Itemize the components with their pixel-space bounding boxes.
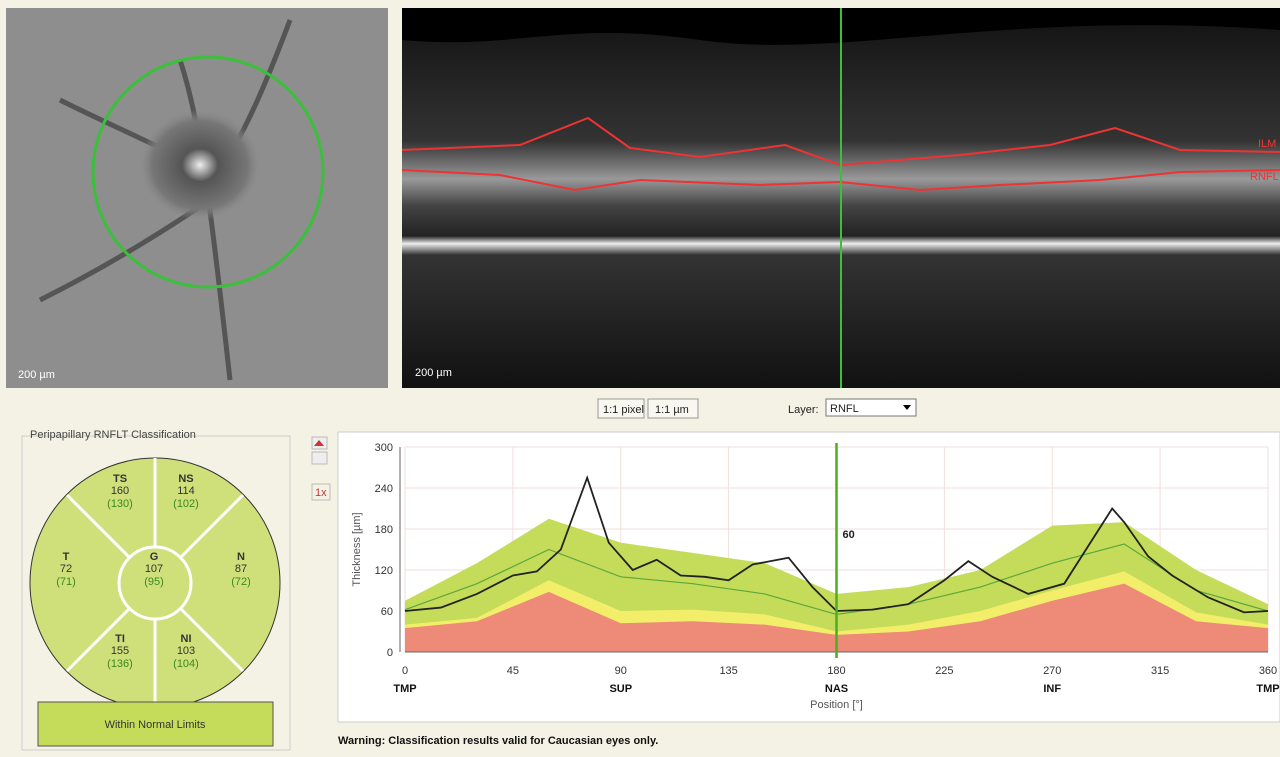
y-tick-label: 60 xyxy=(381,606,393,618)
marker-label: 60 xyxy=(843,529,855,541)
sector-value: 155 xyxy=(111,645,129,657)
sector-name: N xyxy=(237,551,245,563)
x-tick-label: 270 xyxy=(1043,665,1061,677)
band-area xyxy=(405,583,1268,652)
sector-reference: (95) xyxy=(144,576,164,588)
classification-panel xyxy=(21,435,291,751)
scale-label: 200 µm xyxy=(18,369,55,381)
sector-name: NS xyxy=(178,473,193,485)
zoom-button[interactable] xyxy=(311,483,331,501)
sector-name: G xyxy=(150,551,159,563)
um-button[interactable] xyxy=(647,398,699,419)
sector-dividers xyxy=(65,458,245,708)
x-axis-label: Position [°] xyxy=(810,699,863,711)
sector-reference: (71) xyxy=(56,576,76,588)
region-label: TMP xyxy=(1256,683,1279,695)
sector-reference: (104) xyxy=(173,658,199,670)
scale-label: 200 µm xyxy=(415,367,452,379)
region-label: SUP xyxy=(609,683,632,695)
optic-disc xyxy=(140,110,260,220)
y-tick-label: 120 xyxy=(375,565,393,577)
layer-label: Layer: xyxy=(788,404,819,416)
layer-select[interactable] xyxy=(825,398,917,417)
pixel-button[interactable] xyxy=(597,398,645,419)
region-label: INF xyxy=(1043,683,1061,695)
sector-value: 114 xyxy=(177,485,195,497)
y-tick-label: 180 xyxy=(375,524,393,536)
x-tick-label: 0 xyxy=(402,665,408,677)
region-label: NAS xyxy=(825,683,848,695)
sector-name: TI xyxy=(115,633,125,645)
um-button-label: 1:1 µm xyxy=(655,404,689,416)
x-tick-label: 90 xyxy=(615,665,627,677)
dropdown-arrow xyxy=(903,405,911,410)
sector-value: 160 xyxy=(111,485,129,497)
thickness-line xyxy=(404,475,1269,614)
x-tick-label: 135 xyxy=(719,665,737,677)
scroll-down[interactable] xyxy=(311,451,328,465)
global-sector xyxy=(117,545,193,621)
sector-value: 103 xyxy=(177,645,195,657)
y-tick-label: 0 xyxy=(387,647,393,659)
sector-reference: (72) xyxy=(231,576,251,588)
x-tick-label: 225 xyxy=(935,665,953,677)
y-axis-label: Thickness [µm] xyxy=(351,512,363,586)
sector-reference: (136) xyxy=(107,658,133,670)
sector-name: NI xyxy=(181,633,192,645)
ilm-label: ILM xyxy=(1258,138,1276,150)
layer-value: RNFL xyxy=(830,403,859,415)
sector-reference: (102) xyxy=(173,498,199,510)
region-label: TMP xyxy=(393,683,416,695)
x-tick-label: 180 xyxy=(827,665,845,677)
pixel-button-label: 1:1 pixel xyxy=(603,404,644,416)
sector-name: T xyxy=(63,551,70,563)
sector-value: 72 xyxy=(60,563,72,575)
y-tick-label: 240 xyxy=(375,483,393,495)
zoom-label: 1x xyxy=(315,487,327,499)
result-box xyxy=(37,701,274,747)
ilm-line xyxy=(401,116,1280,167)
scan-circle xyxy=(91,55,325,289)
sector-value: 87 xyxy=(235,563,247,575)
warning: Warning: Classification results valid fo… xyxy=(338,735,658,747)
arrow-up xyxy=(314,440,324,446)
sector-value: 107 xyxy=(145,563,163,575)
x-tick-label: 315 xyxy=(1151,665,1169,677)
rnfl-label: RNFL xyxy=(1250,171,1279,183)
x-tick-label: 360 xyxy=(1259,665,1277,677)
y-tick-label: 300 xyxy=(375,442,393,454)
x-tick-label: 45 xyxy=(507,665,519,677)
result-label: Within Normal Limits xyxy=(105,719,206,731)
panel-title: Peripapillary RNFLT Classification xyxy=(30,429,196,441)
sector-name: TS xyxy=(113,473,127,485)
sector-reference: (130) xyxy=(107,498,133,510)
